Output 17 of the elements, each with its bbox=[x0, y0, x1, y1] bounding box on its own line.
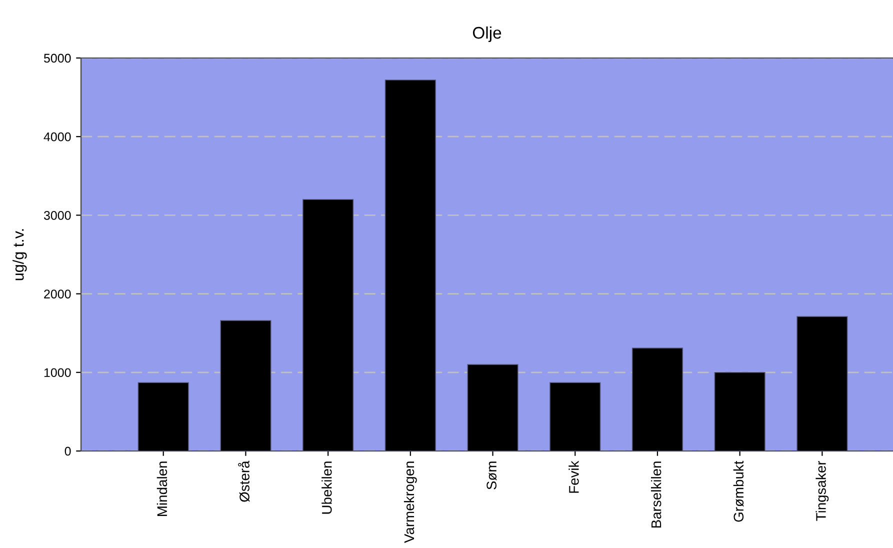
x-tick-label: Ubekilen bbox=[322, 462, 332, 514]
y-tick-label: 0 bbox=[64, 446, 71, 456]
x-tick-label: Grømbukt bbox=[733, 460, 744, 522]
chart-title: Olje bbox=[472, 26, 502, 42]
x-tick-label: Tingsaker bbox=[816, 460, 829, 521]
x-tick-label: Østerå bbox=[238, 460, 250, 502]
x-tick-label: Varmekrogen bbox=[404, 462, 417, 544]
y-tick-label: 1000 bbox=[44, 368, 71, 378]
y-tick-label: 3000 bbox=[44, 211, 71, 220]
x-tick-label: Mindalen bbox=[156, 462, 168, 516]
x-tick-label: Barselkilen bbox=[650, 462, 662, 528]
x-tick-label: Fevik bbox=[568, 460, 579, 493]
y-tick-label: 2000 bbox=[44, 290, 71, 298]
y-tick-label: 5000 bbox=[44, 54, 71, 63]
y-axis-title: ug/g t.v. bbox=[12, 229, 27, 280]
x-tick-label: Søm bbox=[486, 462, 497, 490]
y-tick-label: 4000 bbox=[44, 132, 71, 142]
